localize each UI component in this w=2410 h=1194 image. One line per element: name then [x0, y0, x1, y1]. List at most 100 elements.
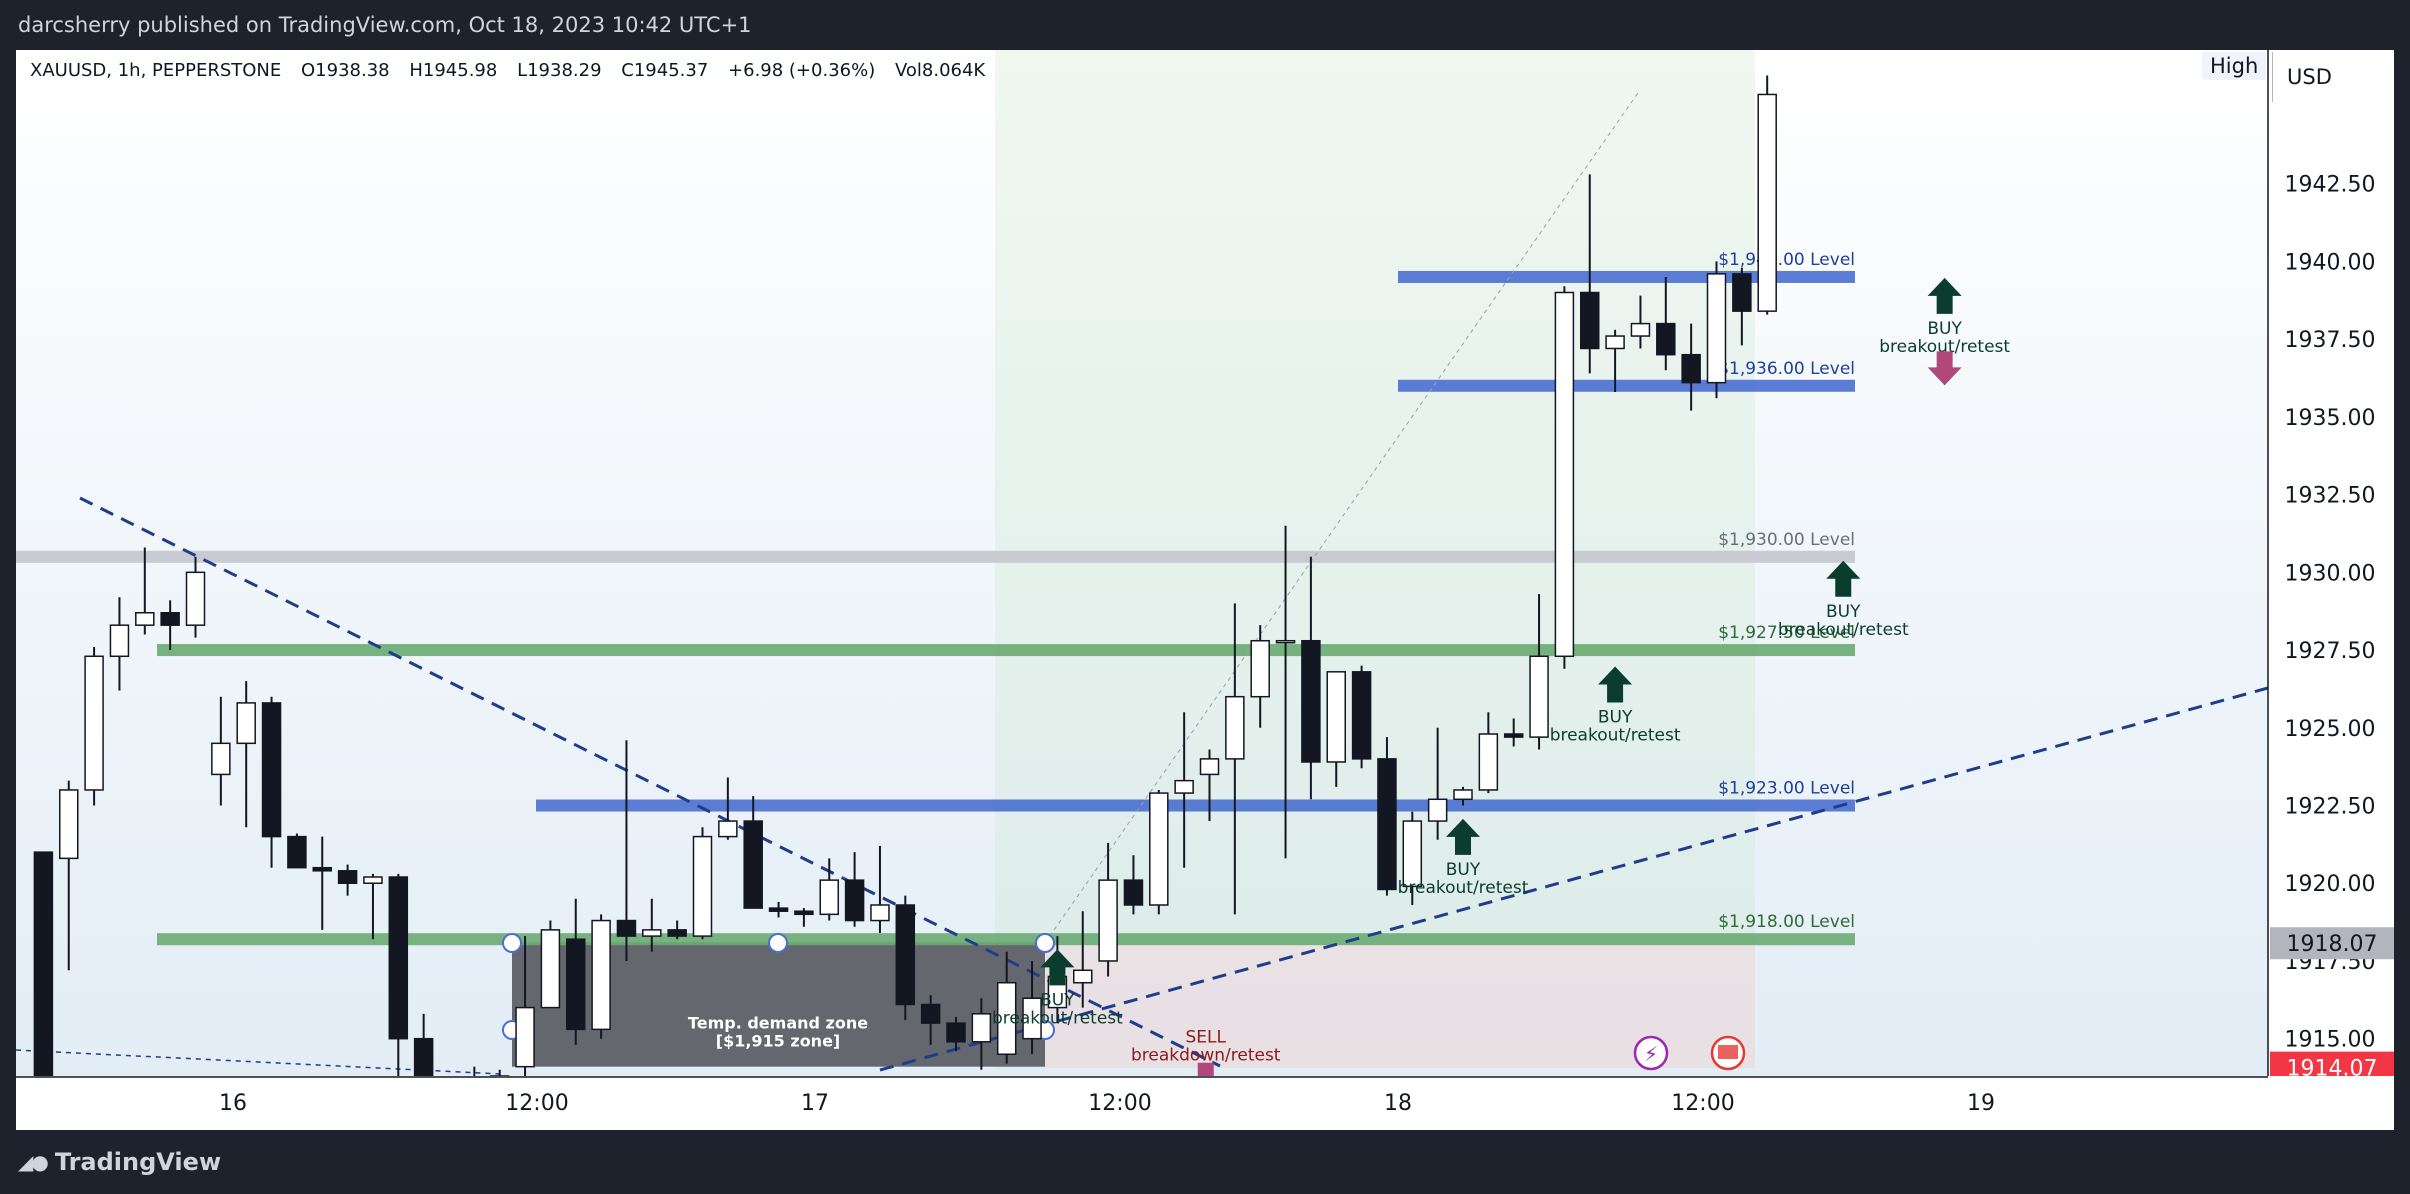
- candle-body: [135, 611, 155, 626]
- candle-body: [109, 624, 130, 658]
- level-label: $1,927.50 Level: [1718, 623, 1855, 643]
- candle-body: [1503, 733, 1524, 738]
- candle-body: [971, 1013, 992, 1043]
- lightning-glyph: ⚡: [1644, 1042, 1658, 1066]
- downtrend-line: [79, 496, 1221, 1068]
- candle-body: [743, 820, 763, 909]
- currency-button[interactable]: USD: [2272, 52, 2378, 102]
- demand-zone-label-line2: [$1,915 zone]: [716, 1031, 840, 1050]
- price-tick-label: 1915.00: [2285, 1028, 2376, 1053]
- buy-arrow-icon: [1040, 949, 1075, 986]
- time-tick-label: 12:00: [505, 1091, 568, 1116]
- time-tick-label: 18: [1384, 1091, 1412, 1116]
- tradingview-logo[interactable]: ◢● TradingView: [18, 1148, 221, 1176]
- candle-body: [1605, 335, 1625, 350]
- level-label: $1,930.00 Level: [1718, 530, 1855, 550]
- candle-body: [540, 929, 561, 1009]
- candle-body: [1706, 273, 1727, 384]
- buy-signal-sublabel: breakout/retest: [1879, 337, 2010, 357]
- buy-signal-sublabel: breakout/retest: [1778, 620, 1909, 640]
- candle-body: [1453, 789, 1473, 801]
- tradingview-logo-icon: ◢●: [18, 1150, 49, 1174]
- candle-body: [185, 571, 206, 626]
- candle-body: [591, 919, 611, 1031]
- footer-bar: ◢● TradingView: [0, 1130, 2410, 1194]
- ohlc-low: L1938.29: [517, 60, 602, 81]
- buy-arrow-icon: [1826, 560, 1861, 597]
- position-diagonal: [1044, 89, 1641, 944]
- candle-body: [84, 655, 104, 791]
- candle-body: [1174, 779, 1194, 794]
- candle-body: [287, 835, 307, 869]
- ohlc-close: C1945.37: [621, 60, 709, 81]
- symbol-name[interactable]: XAUUSD, 1h, PEPPERSTONE: [30, 60, 282, 81]
- price-tag: [2270, 927, 2394, 960]
- candle-body: [1073, 969, 1093, 984]
- candle-body: [236, 702, 256, 745]
- candle-body: [642, 929, 662, 937]
- time-tick-label: 19: [1967, 1091, 1995, 1116]
- buy-arrow-icon: [1446, 818, 1480, 855]
- candle-body: [1529, 655, 1549, 738]
- price-tick-label: 1930.00: [2285, 561, 2376, 586]
- candle-body: [566, 938, 586, 1031]
- buy-arrow-icon: [1927, 277, 1962, 314]
- candle-body: [920, 1003, 941, 1024]
- buy-signal-label: BUY: [1446, 860, 1481, 880]
- candle-body: [1275, 639, 1296, 644]
- price-tick-label: 1922.50: [2285, 795, 2376, 820]
- lightning-event-icon: [1633, 1035, 1669, 1071]
- high-button[interactable]: High: [2202, 52, 2267, 80]
- candle-body: [59, 789, 79, 860]
- candle-body: [1149, 792, 1169, 906]
- level-line: [157, 644, 1855, 657]
- candle-body: [1098, 879, 1118, 962]
- price-tag-label: 1918.07: [2287, 932, 2378, 957]
- uptrend-line: [879, 686, 2269, 1072]
- level-line: [536, 799, 1855, 812]
- ohlc-change: +6.98 (+0.36%): [728, 60, 876, 81]
- candle-body: [1377, 758, 1397, 891]
- candle-body: [667, 929, 687, 937]
- demand-zone-label-line1: Temp. demand zone: [688, 1013, 868, 1032]
- zone-handle: [768, 933, 788, 953]
- candle-body: [312, 866, 332, 872]
- candle-body: [1199, 758, 1220, 776]
- candle-body: [1301, 639, 1321, 763]
- sell-arrow-icon: [1927, 351, 1962, 386]
- candle-body: [1427, 798, 1448, 822]
- buy-signal-sublabel: breakout/retest: [992, 1008, 1123, 1028]
- candle-body: [1351, 671, 1372, 760]
- level-line: [1398, 270, 1855, 283]
- candle-body: [1580, 291, 1600, 350]
- candle-body: [515, 1006, 535, 1068]
- time-axis-background: [16, 1076, 2394, 1130]
- candle-body: [718, 820, 738, 838]
- candle-body: [794, 910, 814, 916]
- candle-body: [1681, 353, 1701, 384]
- price-tick-label: 1932.50: [2285, 484, 2376, 509]
- candle-body: [946, 1022, 966, 1043]
- price-tick-label: 1925.00: [2285, 717, 2376, 742]
- ohlc-open: O1938.38: [301, 60, 390, 81]
- candle-body: [768, 907, 789, 912]
- candle-body: [1225, 695, 1245, 760]
- candle-body: [996, 981, 1017, 1055]
- price-tick-label: 1937.50: [2285, 328, 2376, 353]
- level-label: $1,923.00 Level: [1718, 779, 1855, 799]
- candle-body: [1402, 820, 1423, 888]
- buy-signal-label: BUY: [1040, 990, 1075, 1010]
- candle-body: [1478, 733, 1499, 791]
- publish-header: darcsherry published on TradingView.com,…: [0, 0, 2410, 50]
- time-tick-label: 12:00: [1088, 1091, 1151, 1116]
- sell-signal-sublabel: breakdown/retest: [1131, 1046, 1281, 1066]
- symbol-ohlc-bar: XAUUSD, 1h, PEPPERSTONE O1938.38 H1945.9…: [30, 60, 999, 81]
- time-tick-label: 12:00: [1671, 1091, 1734, 1116]
- level-line: [16, 550, 1855, 563]
- level-label: $1,936.00 Level: [1718, 359, 1855, 379]
- candle-body: [844, 879, 865, 922]
- candle-body: [1757, 93, 1777, 312]
- candle-body: [819, 879, 839, 916]
- candle-body: [1123, 879, 1144, 906]
